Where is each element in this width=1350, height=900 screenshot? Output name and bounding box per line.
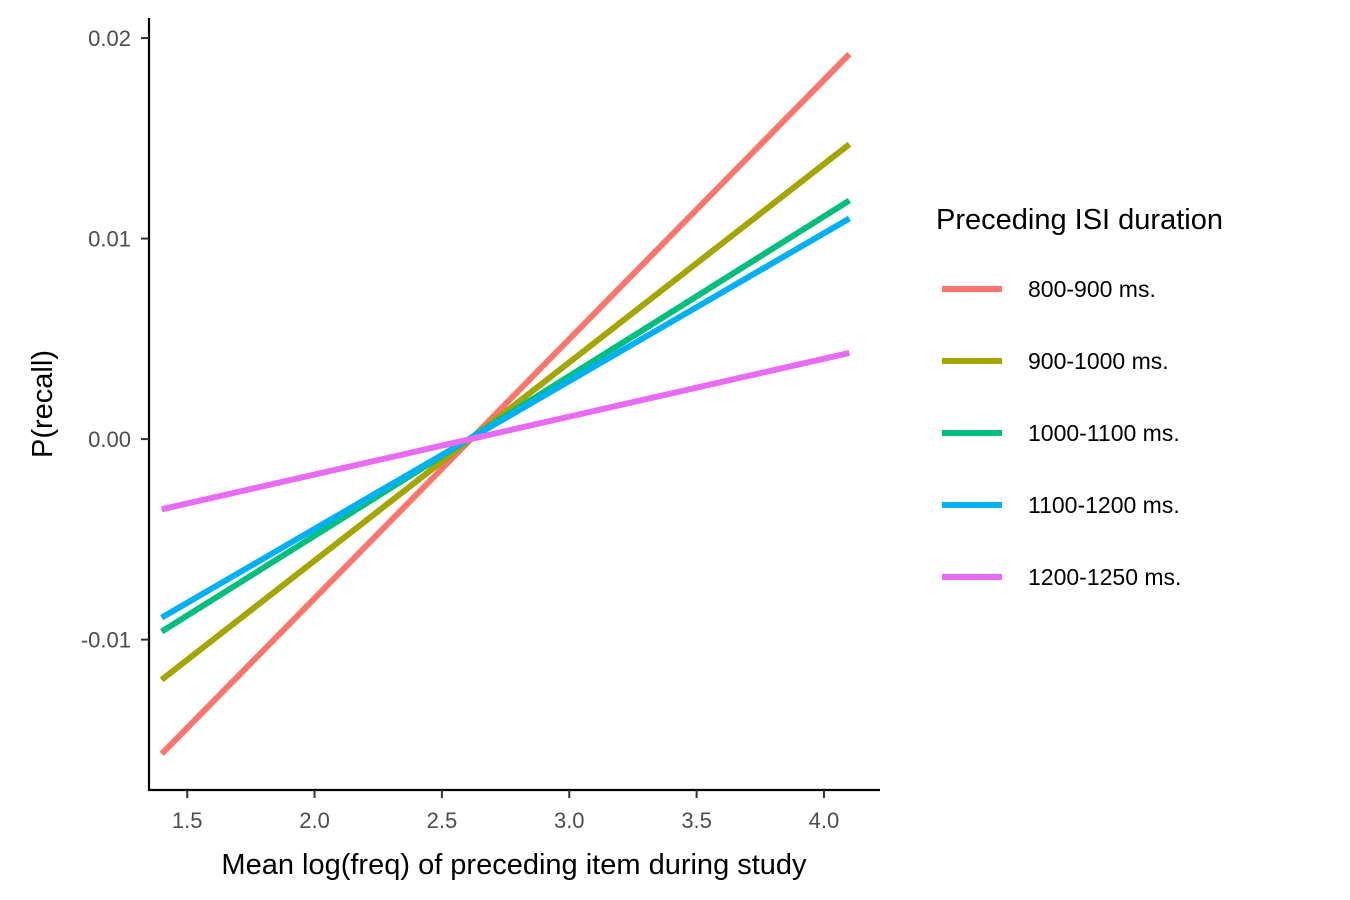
x-tick-label: 1.5 [172,808,203,833]
legend-label-3: 1000-1100 ms. [1028,420,1180,446]
series-line-5 [161,349,851,513]
x-tick-label: 3.0 [554,808,585,833]
legend-items: 800-900 ms. 900-1000 ms. 1000-1100 ms. 1100… [942,276,1181,590]
x-tick-label: 4.0 [809,808,840,833]
y-tick-label: 0.02 [88,26,131,51]
plot-lines [159,51,852,757]
y-ticks: -0.01 0.00 0.01 0.02 [81,26,149,653]
x-axis-title: Mean log(freq) of preceding item during … [221,849,807,881]
legend-label-4: 1100-1200 ms. [1028,492,1180,518]
x-tick-label: 3.5 [681,808,712,833]
legend: Preceding ISI duration 800-900 ms. 900-10… [936,204,1223,590]
series-line-1 [159,51,852,757]
series-line-2 [159,141,852,683]
y-tick-label: 0.01 [88,227,131,252]
legend-title: Preceding ISI duration [936,204,1223,236]
legend-label-5: 1200-1250 ms. [1028,564,1181,590]
x-tick-label: 2.0 [299,808,330,833]
y-tick-label: 0.00 [88,427,131,452]
y-axis-title: P(recall) [27,350,59,458]
y-tick-label: -0.01 [81,628,131,653]
series-line-4 [160,215,851,621]
x-ticks: 1.5 2.0 2.5 3.0 3.5 4.0 [172,790,839,833]
legend-label-2: 900-1000 ms. [1028,348,1169,374]
legend-label-1: 800-900 ms. [1028,276,1156,302]
x-tick-label: 2.5 [427,808,458,833]
